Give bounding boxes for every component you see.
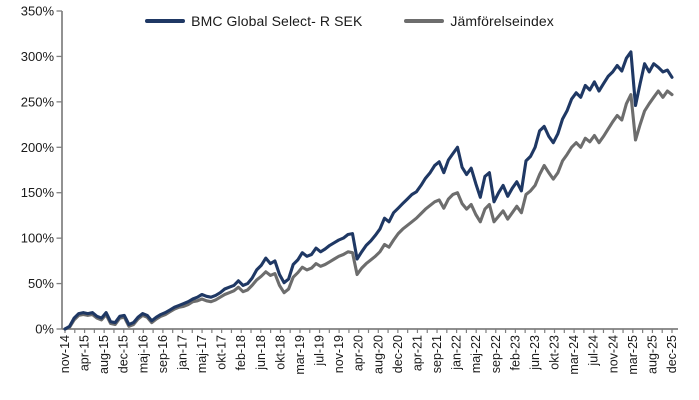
svg-text:okt-17: okt-17 bbox=[215, 335, 229, 370]
svg-text:mar-19: mar-19 bbox=[293, 335, 307, 375]
svg-text:dec-15: dec-15 bbox=[117, 335, 131, 373]
svg-text:jan-22: jan-22 bbox=[450, 335, 464, 371]
svg-text:aug-20: aug-20 bbox=[371, 335, 385, 374]
svg-text:mar-25: mar-25 bbox=[626, 335, 640, 375]
svg-text:maj-16: maj-16 bbox=[136, 335, 150, 373]
svg-text:50%: 50% bbox=[28, 276, 54, 291]
svg-text:200%: 200% bbox=[21, 140, 55, 155]
svg-text:nov-24: nov-24 bbox=[606, 335, 620, 373]
svg-text:apr-21: apr-21 bbox=[410, 335, 424, 371]
svg-text:jul-19: jul-19 bbox=[313, 335, 327, 367]
svg-text:150%: 150% bbox=[21, 185, 55, 200]
svg-text:sep-21: sep-21 bbox=[430, 335, 444, 373]
svg-text:jun-18: jun-18 bbox=[254, 335, 268, 371]
svg-text:350%: 350% bbox=[21, 4, 55, 19]
svg-text:dec-20: dec-20 bbox=[391, 335, 405, 373]
svg-text:dec-25: dec-25 bbox=[665, 335, 679, 373]
svg-text:aug-15: aug-15 bbox=[97, 335, 111, 374]
svg-text:okt-18: okt-18 bbox=[273, 335, 287, 370]
svg-text:okt-23: okt-23 bbox=[548, 335, 562, 370]
svg-text:aug-25: aug-25 bbox=[645, 335, 659, 374]
svg-text:100%: 100% bbox=[21, 231, 55, 246]
svg-text:sep-16: sep-16 bbox=[156, 335, 170, 373]
svg-text:mar-24: mar-24 bbox=[567, 335, 581, 375]
svg-text:maj-22: maj-22 bbox=[469, 335, 483, 373]
svg-text:300%: 300% bbox=[21, 49, 55, 64]
svg-text:0%: 0% bbox=[35, 322, 54, 337]
svg-text:sep-22: sep-22 bbox=[489, 335, 503, 373]
svg-text:250%: 250% bbox=[21, 94, 55, 109]
svg-text:jun-23: jun-23 bbox=[528, 335, 542, 371]
svg-text:feb-23: feb-23 bbox=[508, 335, 522, 370]
svg-text:apr-15: apr-15 bbox=[78, 335, 92, 371]
svg-text:nov-14: nov-14 bbox=[58, 335, 72, 373]
svg-text:feb-18: feb-18 bbox=[234, 335, 248, 370]
svg-text:jan-17: jan-17 bbox=[175, 335, 189, 371]
svg-text:nov-19: nov-19 bbox=[332, 335, 346, 373]
svg-text:maj-17: maj-17 bbox=[195, 335, 209, 373]
svg-text:apr-20: apr-20 bbox=[352, 335, 366, 371]
svg-text:jul-24: jul-24 bbox=[587, 335, 601, 367]
